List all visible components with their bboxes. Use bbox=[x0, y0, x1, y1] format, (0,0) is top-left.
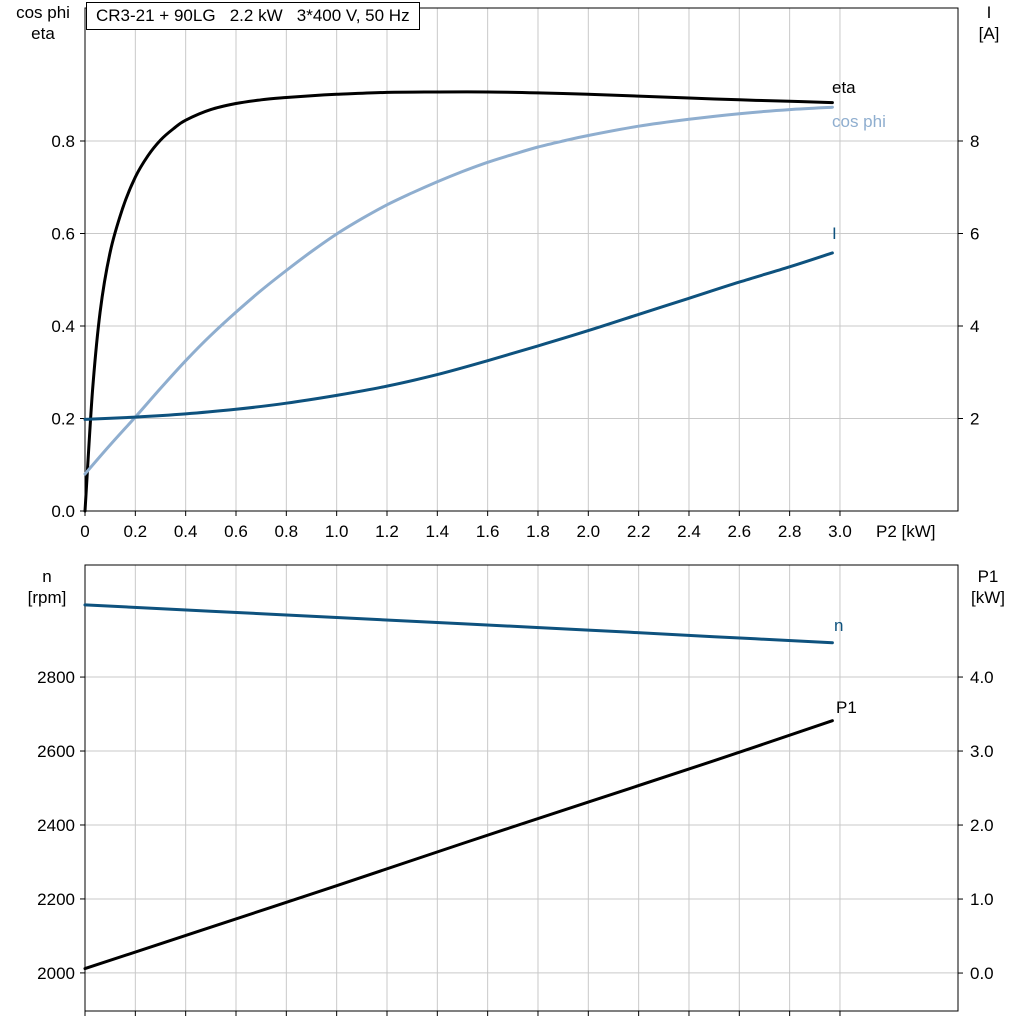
left-tick-label: 0.4 bbox=[51, 317, 75, 336]
x-tick-label: 2.6 bbox=[727, 522, 751, 541]
left-tick-label: 2600 bbox=[37, 742, 75, 761]
curve-label-cos-phi: cos phi bbox=[832, 112, 886, 131]
curve-p1 bbox=[83, 719, 834, 971]
right-tick-label: 3.0 bbox=[970, 742, 994, 761]
curve-n bbox=[83, 603, 834, 645]
axis-title-line: [A] bbox=[978, 24, 1000, 43]
left-tick-label: 2400 bbox=[37, 816, 75, 835]
x-tick-label: 2.0 bbox=[576, 522, 600, 541]
x-tick-label: 2.8 bbox=[778, 522, 802, 541]
axis-title-line: eta bbox=[31, 24, 55, 43]
right-tick-label: 1.0 bbox=[970, 890, 994, 909]
right-tick-label: 2 bbox=[970, 410, 979, 429]
curve-cos-phi bbox=[83, 105, 834, 476]
left-tick-label: 0.2 bbox=[51, 410, 75, 429]
x-tick-label: 1.6 bbox=[476, 522, 500, 541]
top-chart-right-axis-title: I [A] bbox=[964, 2, 1014, 44]
x-tick-label: 1.2 bbox=[375, 522, 399, 541]
bottom-chart-right-axis-title: P1 [kW] bbox=[960, 566, 1016, 608]
left-tick-label: 2200 bbox=[37, 890, 75, 909]
axis-title-line: [rpm] bbox=[27, 588, 67, 607]
left-tick-label: 0.0 bbox=[51, 502, 75, 521]
axis-title-line: P1 bbox=[977, 567, 999, 586]
x-tick-label: 2.4 bbox=[677, 522, 701, 541]
curve-label-i: I bbox=[832, 224, 837, 243]
right-tick-label: 2.0 bbox=[970, 816, 994, 835]
left-tick-label: 2000 bbox=[37, 964, 75, 983]
top-chart-left-axis-title: cos phi eta bbox=[6, 2, 80, 44]
axis-title-line: I bbox=[986, 3, 992, 22]
left-tick-label: 2800 bbox=[37, 668, 75, 687]
axis-title-line: n bbox=[42, 567, 52, 586]
x-tick-label: 0.8 bbox=[275, 522, 299, 541]
curve-label-n: n bbox=[834, 616, 843, 635]
x-tick-label: 1.4 bbox=[426, 522, 450, 541]
curve-i bbox=[83, 251, 834, 421]
x-tick-label: 1.0 bbox=[325, 522, 349, 541]
right-tick-label: 0.0 bbox=[970, 964, 994, 983]
x-tick-label: 1.8 bbox=[526, 522, 550, 541]
plot-border bbox=[84, 7, 959, 512]
x-tick-label: 0.2 bbox=[124, 522, 148, 541]
curve-label-p1: P1 bbox=[836, 698, 857, 717]
right-tick-label: 8 bbox=[970, 132, 979, 151]
curve-eta bbox=[83, 90, 834, 513]
right-tick-label: 4 bbox=[970, 317, 979, 336]
right-tick-label: 6 bbox=[970, 225, 979, 244]
x-tick-label: 0.6 bbox=[224, 522, 248, 541]
axis-title-line: cos phi bbox=[16, 3, 70, 22]
top-chart-x-axis-title: P2 [kW] bbox=[876, 522, 936, 541]
bottom-chart-left-axis-title: n [rpm] bbox=[14, 566, 80, 608]
x-tick-label: 0.4 bbox=[174, 522, 198, 541]
left-tick-label: 0.8 bbox=[51, 132, 75, 151]
chart-title-box: CR3-21 + 90LG 2.2 kW 3*400 V, 50 Hz bbox=[86, 2, 420, 30]
plot-border bbox=[84, 564, 959, 1012]
right-tick-label: 4.0 bbox=[970, 668, 994, 687]
x-tick-label: 3.0 bbox=[828, 522, 852, 541]
axis-title-line: [kW] bbox=[971, 588, 1005, 607]
x-tick-label: 0 bbox=[80, 522, 89, 541]
x-tick-label: 2.2 bbox=[627, 522, 651, 541]
left-tick-label: 0.6 bbox=[51, 225, 75, 244]
curve-label-eta: eta bbox=[832, 78, 856, 97]
